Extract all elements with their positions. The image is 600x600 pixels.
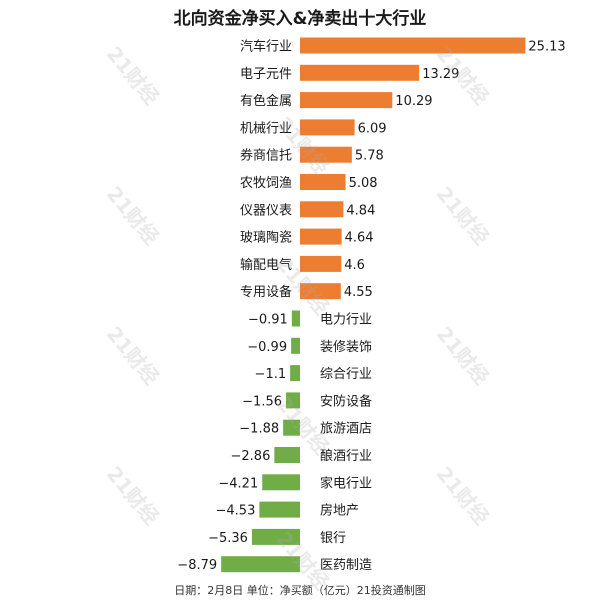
category-label: 装修装饰 bbox=[320, 340, 372, 355]
category-label: 券商信托 bbox=[240, 148, 292, 164]
bar bbox=[300, 255, 342, 272]
data-label: 13.29 bbox=[422, 67, 459, 82]
data-label: −0.99 bbox=[247, 340, 287, 355]
category-label: 房地产 bbox=[320, 503, 359, 519]
bar bbox=[291, 310, 300, 327]
data-label: 6.09 bbox=[358, 121, 387, 136]
category-label: 输配电气 bbox=[240, 257, 292, 273]
category-label: 仪器仪表 bbox=[240, 203, 292, 218]
category-label: 银行 bbox=[320, 531, 346, 546]
category-label: 汽车行业 bbox=[240, 39, 292, 55]
data-label: 4.55 bbox=[344, 285, 373, 300]
bar bbox=[300, 283, 341, 300]
data-label: 25.13 bbox=[528, 40, 565, 55]
bar bbox=[262, 474, 300, 491]
bar bbox=[221, 556, 300, 573]
category-label: 电力行业 bbox=[320, 313, 372, 328]
category-label: 酿酒行业 bbox=[320, 448, 372, 464]
bar bbox=[251, 528, 300, 545]
category-label: 旅游酒店 bbox=[320, 422, 372, 437]
bar bbox=[300, 228, 342, 245]
bar bbox=[300, 37, 526, 54]
data-label: 10.29 bbox=[395, 94, 432, 109]
data-label: −2.86 bbox=[231, 449, 271, 464]
bar bbox=[300, 119, 355, 136]
data-label: −4.53 bbox=[216, 504, 256, 519]
category-label: 安防设备 bbox=[320, 393, 372, 409]
bar bbox=[291, 337, 300, 354]
data-label: 4.84 bbox=[346, 203, 375, 218]
data-label: −5.36 bbox=[208, 531, 248, 546]
bar bbox=[259, 501, 300, 518]
data-label: 5.08 bbox=[349, 176, 378, 191]
data-label: 4.64 bbox=[345, 231, 374, 246]
data-label: −1.1 bbox=[255, 367, 287, 382]
category-label: 电子元件 bbox=[240, 67, 292, 82]
bar bbox=[290, 365, 300, 382]
category-label: 家电行业 bbox=[320, 475, 372, 491]
data-label: 4.6 bbox=[344, 258, 365, 273]
category-label: 综合行业 bbox=[320, 367, 372, 382]
data-label: 5.78 bbox=[355, 149, 384, 164]
category-label: 专用设备 bbox=[240, 284, 292, 300]
category-label: 机械行业 bbox=[240, 121, 292, 136]
bar bbox=[286, 392, 300, 409]
data-label: −1.56 bbox=[242, 394, 282, 409]
bar bbox=[300, 201, 344, 218]
chart-title: 北向资金净买入&净卖出十大行业 bbox=[173, 9, 427, 29]
data-label: −4.21 bbox=[218, 476, 258, 491]
bar bbox=[300, 146, 352, 163]
bar bbox=[300, 92, 393, 109]
data-label: −1.88 bbox=[239, 422, 279, 437]
bar bbox=[283, 419, 300, 436]
bar bbox=[274, 447, 300, 463]
bar bbox=[300, 174, 346, 190]
category-label: 农牧饲渔 bbox=[240, 176, 292, 191]
data-label: −0.91 bbox=[248, 313, 288, 328]
bar bbox=[300, 64, 420, 81]
category-label: 有色金属 bbox=[240, 93, 292, 109]
data-label: −8.79 bbox=[177, 558, 217, 573]
category-label: 玻璃陶瓷 bbox=[240, 230, 292, 246]
footnote: 日期：2月8日 单位：净买额（亿元）21投资通制图 bbox=[174, 584, 426, 597]
category-label: 医药制造 bbox=[320, 558, 372, 573]
